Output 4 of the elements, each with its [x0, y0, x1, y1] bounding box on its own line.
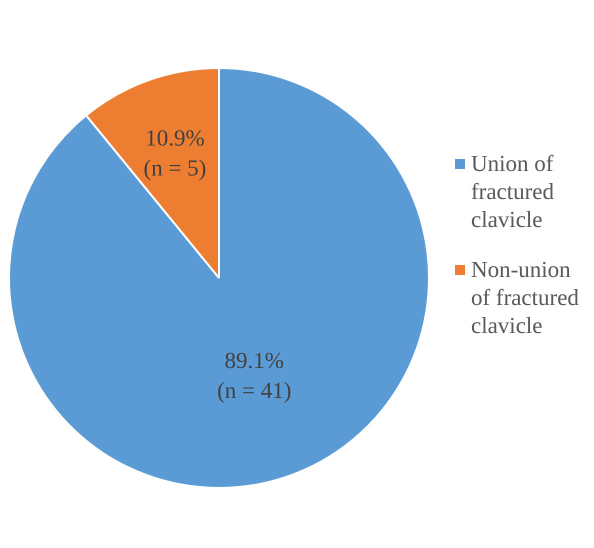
legend-label: Union of fractured clavicle	[471, 150, 555, 234]
legend-label: Non-union of fractured clavicle	[471, 256, 580, 340]
data-label: 10.9% (n = 5)	[144, 125, 206, 180]
data-label: 89.1% (n = 41)	[217, 348, 292, 403]
